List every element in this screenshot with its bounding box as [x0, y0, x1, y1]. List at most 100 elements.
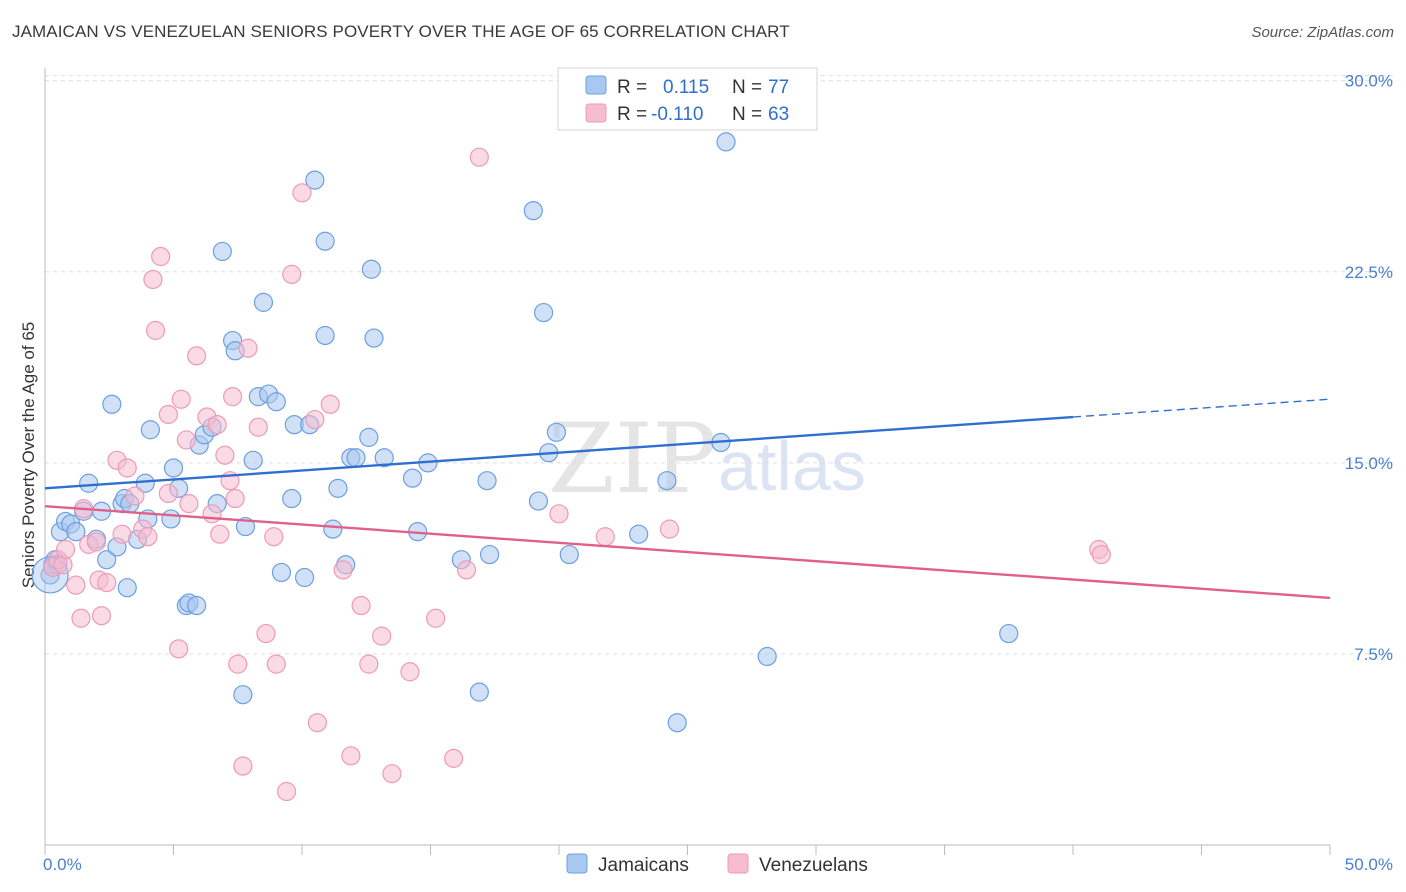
jamaicans-point-7: [66, 522, 86, 542]
venezuelans-point-56: [426, 608, 446, 628]
legend-swatch-venezuelans: [585, 103, 607, 123]
venezuelans-point-59: [469, 147, 489, 167]
legend-n-label-1: N =: [732, 77, 762, 98]
jamaicans-trend-line: [44, 415, 1074, 490]
jamaicans-point-69: [533, 302, 554, 323]
venezuelans-point-15: [125, 486, 145, 506]
bottom-legend-label-venezuelans: Venezuelans: [759, 855, 868, 876]
venezuelans-point-54: [382, 764, 402, 784]
venezuelans-point-60: [549, 504, 569, 524]
venezuelans-point-10: [91, 606, 112, 626]
venezuelans-point-11: [97, 573, 117, 593]
jamaicans-point-36: [233, 685, 253, 705]
y-tick-label-3: 30.0%: [1345, 72, 1393, 91]
jamaicans-point-65: [477, 471, 497, 491]
legend-n-value-1: 77: [768, 77, 789, 98]
venezuelans-point-42: [266, 654, 286, 674]
bottom-legend-swatch-venezuelans: [727, 853, 749, 874]
venezuelans-point-5: [71, 608, 91, 628]
venezuelans-point-46: [305, 409, 325, 430]
legend-r-value-1: 0.115: [663, 77, 709, 98]
jamaicans-point-28: [187, 595, 207, 616]
venezuelans-point-35: [225, 488, 245, 509]
venezuelans-trend-line: [44, 504, 1331, 600]
venezuelans-point-27: [187, 346, 207, 366]
watermark-zip: ZIP: [548, 403, 717, 515]
jamaicans-point-55: [346, 448, 366, 468]
jamaicans-point-46: [294, 567, 315, 588]
venezuelans-point-8: [86, 532, 107, 552]
legend-r-label-2: R =: [617, 104, 647, 125]
jamaicans-point-23: [161, 509, 181, 529]
legend-r-label-1: R =: [617, 77, 647, 98]
y-tick-label-1: 15.0%: [1345, 454, 1393, 473]
venezuelans-point-50: [341, 746, 361, 766]
jamaicans-point-66: [480, 544, 500, 565]
venezuelans-point-29: [202, 504, 222, 524]
jamaicans-point-68: [528, 491, 549, 511]
jamaicans-point-12: [97, 550, 117, 570]
chart-title: JAMAICAN VS VENEZUELAN SENIORS POVERTY O…: [12, 22, 790, 41]
venezuelans-point-53: [372, 626, 392, 646]
y-tick-label-0: 7.5%: [1354, 645, 1393, 664]
jamaicans-point-44: [282, 488, 302, 509]
venezuelans-point-45: [292, 183, 312, 203]
venezuelans-point-49: [333, 560, 353, 580]
venezuelans-point-36: [228, 654, 248, 674]
jamaicans-point-22: [140, 420, 160, 440]
venezuelans-point-57: [444, 748, 464, 768]
legend-n-value-2: 63: [768, 104, 789, 125]
jamaicans-point-79: [999, 623, 1019, 644]
venezuelans-point-4: [66, 575, 86, 595]
venezuelans-point-14: [117, 458, 137, 478]
source-label: Source: ZipAtlas.com: [1251, 24, 1394, 41]
legend-swatch-jamaicans: [585, 75, 607, 95]
jamaicans-point-67: [523, 201, 543, 221]
jamaicans-point-71: [546, 422, 567, 442]
y-tick-labels: 7.5% 15.0% 22.5% 30.0%: [1345, 72, 1393, 664]
venezuelans-point-62: [659, 519, 680, 539]
venezuelans-point-13: [112, 524, 132, 544]
jamaicans-point-49: [315, 231, 335, 251]
x-ticks: [44, 845, 1331, 855]
jamaicans-point-24: [163, 458, 184, 478]
jamaicans-point-43: [271, 562, 292, 583]
venezuelans-point-44: [282, 264, 302, 284]
jamaicans-point-20: [135, 473, 155, 493]
venezuelans-point-41: [264, 527, 284, 547]
jamaicans-point-73: [629, 524, 649, 544]
jamaicans-point-74: [657, 471, 677, 491]
venezuelans-point-55: [400, 662, 420, 682]
venezuelans-point-23: [169, 639, 189, 659]
gridlines: [45, 75, 1393, 655]
jamaicans-point-13: [102, 394, 122, 414]
jamaicans-point-60: [402, 468, 423, 488]
venezuelans-point-26: [179, 494, 199, 514]
jamaicans-point-48: [305, 170, 325, 190]
jamaicans-point-56: [359, 427, 379, 447]
jamaicans-point-64: [469, 682, 489, 702]
venezuelans-point-47: [307, 713, 328, 733]
venezuelans-point-32: [215, 445, 235, 465]
venezuelans-point-51: [351, 595, 371, 616]
bottom-legend-label-jamaicans: Jamaicans: [598, 855, 689, 876]
venezuelans-point-3: [55, 539, 76, 560]
jamaicans-point-9: [79, 473, 99, 493]
venezuelans-point-40: [256, 623, 276, 644]
x-tick-label-min: 0.0%: [43, 855, 82, 874]
y-tick-label-2: 22.5%: [1345, 263, 1393, 282]
jamaicans-point-78: [757, 646, 777, 667]
venezuelans-point-22: [158, 483, 178, 504]
jamaicans-point-37: [235, 516, 256, 537]
venezuelans-point-43: [276, 781, 297, 802]
venezuelans-point-25: [176, 430, 196, 450]
venezuelans-point-37: [233, 756, 253, 776]
y-axis-title: Seniors Poverty Over the Age of 65: [19, 322, 38, 588]
jamaicans-point-50: [315, 325, 335, 346]
venezuelans-point-58: [456, 560, 477, 580]
bottom-legend-swatch-jamaicans: [566, 853, 588, 874]
venezuelans-point-64: [1091, 544, 1111, 565]
venezuelans-point-18: [143, 269, 163, 290]
correlation-legend: R = 0.115 N = 77 R = -0.110 N = 63: [557, 67, 818, 131]
